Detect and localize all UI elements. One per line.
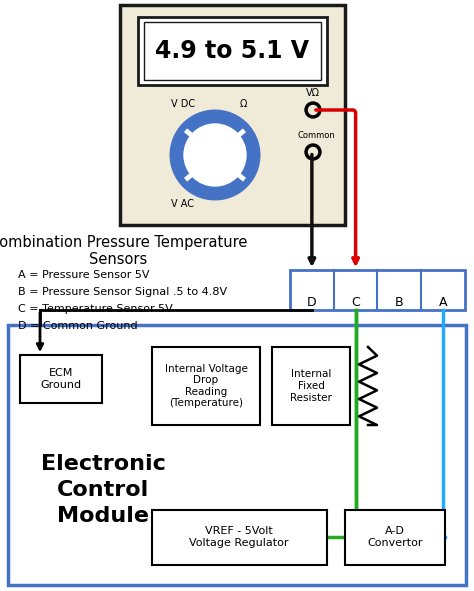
Text: ECM
Ground: ECM Ground: [40, 368, 82, 390]
Text: C: C: [351, 297, 360, 310]
Text: C = Temperature Sensor 5V: C = Temperature Sensor 5V: [18, 304, 173, 314]
Bar: [120, 5, 345, 225]
Circle shape: [305, 102, 321, 118]
Bar: [345, 510, 445, 565]
Text: V DC: V DC: [171, 99, 195, 109]
Circle shape: [309, 148, 318, 157]
Text: A: A: [439, 297, 447, 310]
Text: VΩ: VΩ: [306, 88, 320, 98]
Text: Combination Pressure Temperature
Sensors: Combination Pressure Temperature Sensors: [0, 235, 247, 267]
Text: Internal
Fixed
Resister: Internal Fixed Resister: [290, 369, 332, 402]
Circle shape: [184, 124, 246, 186]
Text: A-D
Convertor: A-D Convertor: [367, 526, 423, 548]
Text: 4.9 to 5.1 V: 4.9 to 5.1 V: [155, 39, 310, 63]
Text: VREF - 5Volt
Voltage Regulator: VREF - 5Volt Voltage Regulator: [189, 526, 289, 548]
Bar: [152, 510, 327, 565]
Text: V AC: V AC: [172, 199, 194, 209]
Text: B = Pressure Sensor Signal .5 to 4.8V: B = Pressure Sensor Signal .5 to 4.8V: [18, 287, 227, 297]
Bar: [144, 22, 321, 80]
Text: Internal Voltage
Drop
Reading
(Temperature): Internal Voltage Drop Reading (Temperatu…: [164, 363, 247, 408]
Text: Ω: Ω: [239, 99, 246, 109]
Text: A = Pressure Sensor 5V: A = Pressure Sensor 5V: [18, 270, 149, 280]
Text: Common: Common: [297, 131, 335, 140]
Circle shape: [173, 113, 257, 197]
Text: D = Common Ground: D = Common Ground: [18, 321, 137, 331]
Circle shape: [305, 144, 321, 160]
Bar: [8, 325, 466, 585]
Bar: [272, 347, 350, 425]
Bar: [138, 17, 327, 85]
Text: Electronic
Control
Module: Electronic Control Module: [41, 454, 165, 527]
Text: D: D: [307, 297, 317, 310]
Text: B: B: [395, 297, 404, 310]
Bar: [20, 355, 102, 403]
Bar: [290, 270, 465, 310]
Bar: [152, 347, 260, 425]
Circle shape: [309, 106, 318, 115]
